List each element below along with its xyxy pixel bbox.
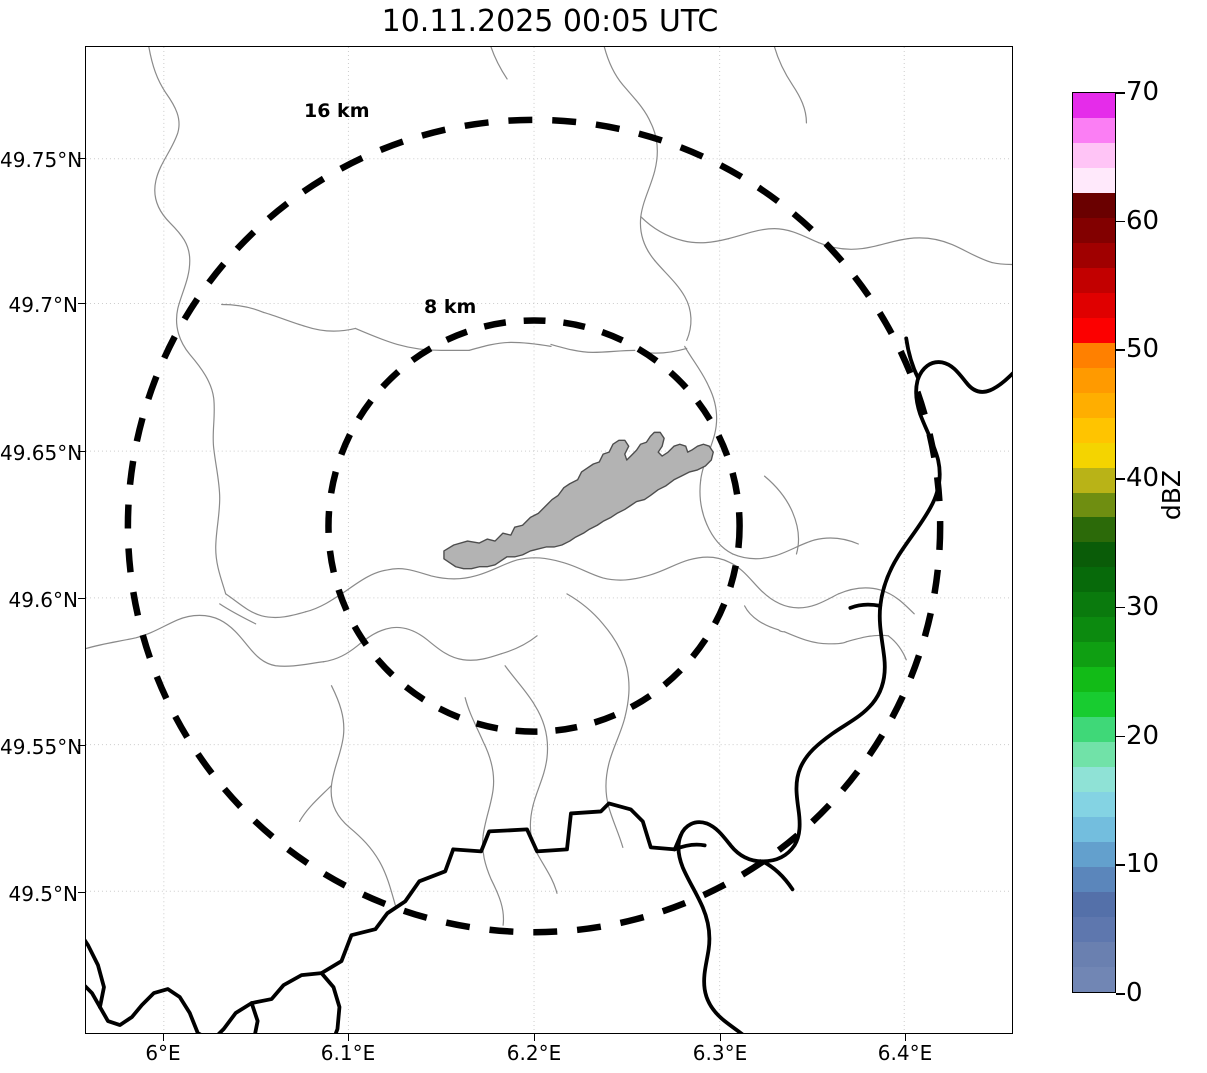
colorbar-band	[1073, 117, 1115, 143]
y-tick-mark-49-75	[78, 158, 85, 160]
colorbar-tick-mark-20	[1116, 735, 1125, 738]
colorbar-band	[1073, 742, 1115, 768]
x-tick-mark-6-3	[720, 1034, 722, 1041]
colorbar-tick-mark-30	[1116, 606, 1125, 609]
colorbar-band	[1073, 667, 1115, 693]
colorbar-band	[1073, 417, 1115, 443]
colorbar-tick-label-40: 40	[1126, 463, 1160, 494]
colorbar-band	[1073, 292, 1115, 318]
colorbar-band	[1073, 892, 1115, 917]
colorbar-band	[1073, 467, 1115, 493]
colorbar-tick-mark-10	[1116, 864, 1125, 866]
x-tick-label-6-4: 6.4°E	[877, 1041, 933, 1065]
colorbar-band	[1073, 492, 1115, 518]
x-tick-label-6-1: 6.1°E	[320, 1041, 376, 1065]
colorbar-band	[1073, 517, 1115, 543]
x-tick-label-6-2: 6.2°E	[506, 1041, 562, 1065]
colorbar-band	[1073, 93, 1115, 118]
colorbar-band	[1073, 342, 1115, 368]
colorbar-tick-label-0: 0	[1126, 978, 1143, 1008]
y-tick-label-49-7: 49.7°N	[8, 293, 79, 317]
colorbar-tick-label-20: 20	[1126, 720, 1160, 751]
x-tick-label-6-3: 6.3°E	[692, 1041, 748, 1065]
map-plot-area[interactable]	[85, 46, 1013, 1034]
admin-boundary-lines	[86, 47, 1012, 926]
range-ring-16km	[124, 116, 944, 936]
colorbar-band	[1073, 941, 1115, 967]
y-tick-mark-49-5	[78, 892, 85, 894]
y-tick-label-49-55: 49.55°N	[0, 735, 83, 759]
colorbar-title: dBZ	[1157, 470, 1186, 521]
colorbar-tick-mark-50	[1116, 349, 1125, 352]
colorbar-band	[1073, 692, 1115, 718]
x-tick-mark-6-4	[905, 1034, 907, 1041]
y-tick-mark-49-7	[78, 303, 85, 305]
colorbar-band	[1073, 442, 1115, 468]
colorbar-band	[1073, 617, 1115, 643]
colorbar-band	[1073, 142, 1115, 168]
colorbar-band	[1073, 317, 1115, 343]
colorbar-band	[1073, 392, 1115, 418]
x-tick-mark-6-2	[534, 1034, 536, 1041]
grid-lines	[86, 47, 1012, 1033]
range-ring-8km-label: 8 km	[424, 296, 477, 318]
y-tick-mark-49-55	[78, 745, 85, 747]
colorbar-band	[1073, 542, 1115, 568]
map-vector-layer	[86, 47, 1012, 1033]
colorbar-band	[1073, 767, 1115, 793]
colorbar-tick-label-50: 50	[1126, 334, 1160, 365]
national-border-lines	[86, 336, 1012, 1033]
x-tick-mark-6-1	[348, 1034, 350, 1041]
colorbar-band	[1073, 916, 1115, 942]
colorbar-band	[1073, 567, 1115, 593]
colorbar-band	[1073, 792, 1115, 818]
x-tick-mark-6	[163, 1034, 165, 1041]
colorbar-band	[1073, 592, 1115, 618]
colorbar-tick-label-70: 70	[1126, 77, 1160, 107]
colorbar[interactable]	[1072, 92, 1116, 993]
y-tick-label-49-75: 49.75°N	[0, 148, 83, 172]
city-polygon	[443, 431, 714, 570]
y-tick-mark-49-6	[78, 598, 85, 600]
colorbar-tick-mark-60	[1116, 220, 1125, 223]
y-tick-label-49-5: 49.5°N	[8, 882, 79, 906]
colorbar-band	[1073, 267, 1115, 293]
colorbar-tick-mark-40	[1116, 478, 1125, 480]
colorbar-band	[1073, 242, 1115, 268]
range-ring-16km-label: 16 km	[304, 100, 370, 122]
y-tick-mark-49-65	[78, 451, 85, 453]
colorbar-band	[1073, 842, 1115, 868]
colorbar-band	[1073, 966, 1115, 992]
x-tick-label-6: 6°E	[145, 1041, 181, 1065]
colorbar-band	[1073, 867, 1115, 892]
colorbar-tick-mark-0	[1116, 993, 1125, 995]
colorbar-band	[1073, 217, 1115, 243]
colorbar-band	[1073, 717, 1115, 743]
colorbar-tick-label-30: 30	[1126, 591, 1160, 622]
colorbar-band	[1073, 192, 1115, 218]
colorbar-band	[1073, 817, 1115, 843]
figure-title: 10.11.2025 00:05 UTC	[381, 4, 719, 39]
range-ring-8km	[325, 317, 743, 735]
y-tick-label-49-65: 49.65°N	[0, 441, 83, 465]
colorbar-band	[1073, 167, 1115, 193]
y-tick-label-49-6: 49.6°N	[8, 588, 79, 612]
colorbar-tick-label-10: 10	[1126, 849, 1160, 880]
colorbar-band	[1073, 367, 1115, 393]
colorbar-band	[1073, 642, 1115, 668]
colorbar-tick-label-60: 60	[1126, 205, 1160, 236]
colorbar-tick-mark-70	[1116, 92, 1125, 94]
